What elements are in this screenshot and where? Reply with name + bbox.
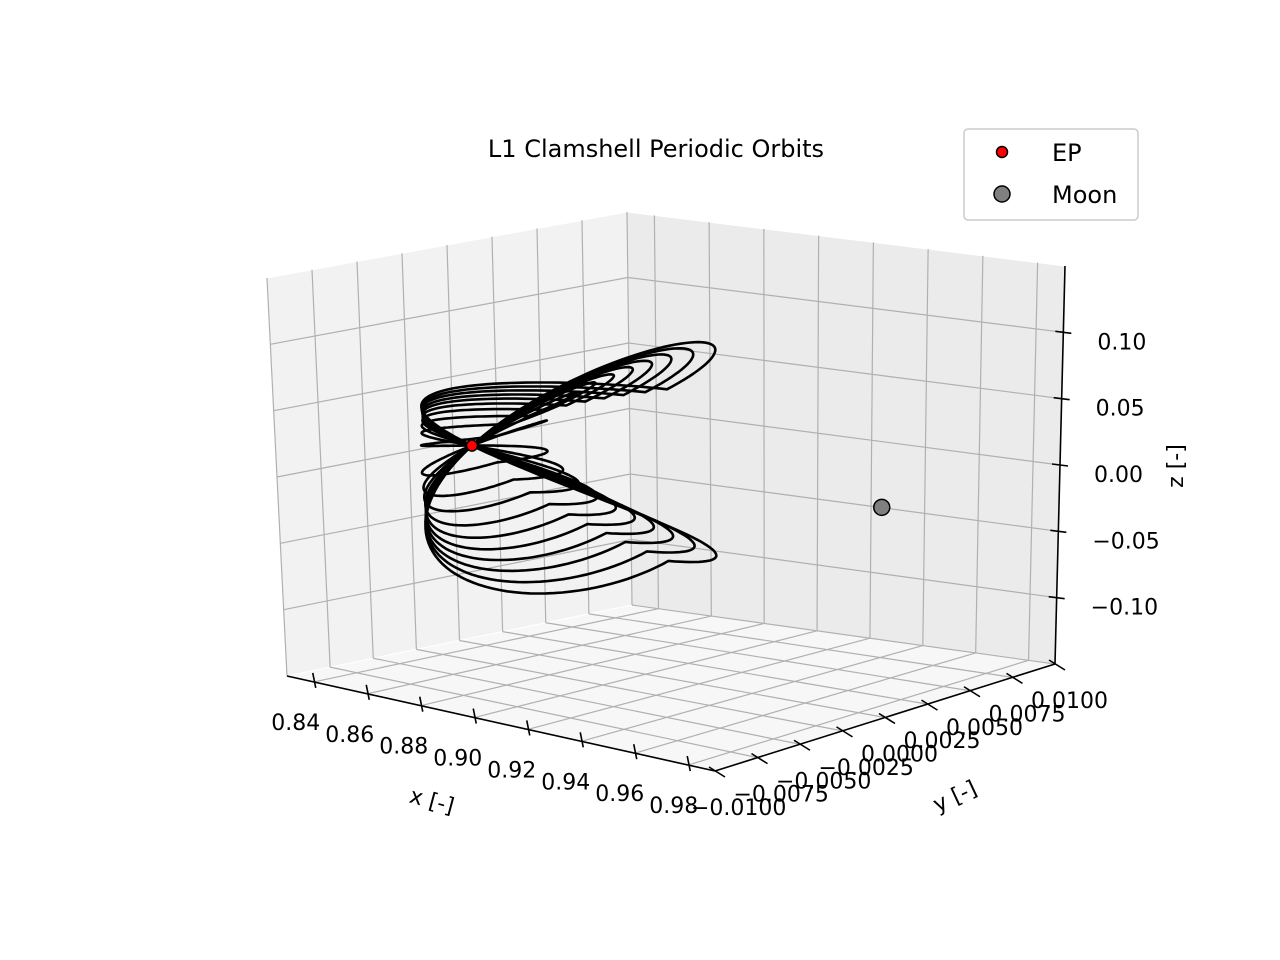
z-grid-line	[628, 342, 1062, 400]
y-grid-line	[459, 639, 886, 719]
pane-back-x	[626, 211, 1066, 665]
markers	[465, 439, 891, 517]
tick-labels: 0.84 0.86 0.88 0.90 0.92 0.94 0.96 0.98−0.0100−…	[271, 330, 1159, 821]
z-grid-line	[273, 342, 629, 412]
x-tick-label: 0.90	[433, 747, 482, 772]
x-tick	[365, 684, 371, 700]
x-tick	[311, 672, 317, 689]
moon-marker	[873, 498, 891, 517]
y-tick-label: −0.0075	[734, 783, 829, 808]
z-tick	[1051, 463, 1069, 467]
z-tick-label: −0.10	[1091, 596, 1158, 621]
z-grid-line	[631, 538, 1057, 599]
legend-moon-label: Moon	[1052, 181, 1117, 209]
y-tick	[1048, 659, 1066, 671]
y-tick	[921, 699, 938, 711]
x-tick-label: 0.98	[649, 794, 698, 819]
y-tick-label: 0.0050	[946, 716, 1023, 741]
z-tick-label: 0.00	[1094, 463, 1143, 488]
legend-moon-marker	[993, 185, 1011, 203]
y-tick-label: −0.0100	[691, 796, 786, 821]
x-tick	[579, 732, 585, 748]
x-axis-line	[286, 675, 716, 772]
x-tick	[418, 696, 424, 712]
y-tick	[1006, 672, 1023, 685]
z-grid-line	[630, 473, 1059, 532]
y-grid-line	[631, 604, 1056, 665]
x-tick	[686, 755, 692, 772]
x-tick	[472, 708, 478, 724]
y-tick-label: 0.0075	[989, 702, 1066, 727]
y-grid-line	[373, 657, 801, 745]
z-tick-label: 0.10	[1097, 330, 1146, 355]
chart-title: L1 Clamshell Periodic Orbits	[488, 135, 824, 163]
z-tick-label: −0.05	[1092, 529, 1159, 554]
z-tick	[1050, 529, 1067, 534]
y-grid-line	[588, 613, 1013, 678]
y-tick-label: −0.0050	[776, 769, 871, 794]
y-tick	[751, 752, 768, 765]
y-grid-line	[330, 666, 758, 759]
x-tick-label: 0.84	[271, 711, 320, 736]
x-tick	[525, 720, 531, 736]
x-tick-label: 0.88	[379, 735, 428, 760]
x-tick-label: 0.96	[595, 782, 644, 807]
x-tick-label: 0.94	[541, 770, 590, 795]
legend-ep-marker	[995, 145, 1009, 159]
x-tick-label: 0.86	[325, 723, 374, 748]
y-tick-label: −0.0025	[819, 756, 914, 781]
y-tick	[708, 766, 726, 778]
y-tick	[793, 739, 811, 751]
y-grid-line	[502, 631, 928, 705]
y-tick-label: 0.0025	[904, 729, 981, 754]
x-tick-label: 0.92	[487, 758, 536, 783]
legend: EP Moon	[963, 128, 1139, 221]
z-tick	[1053, 396, 1070, 401]
z-axis-label: z [-]	[1164, 444, 1189, 488]
y-tick	[963, 686, 981, 698]
y-tick	[836, 726, 853, 738]
z-grid-line	[627, 276, 1064, 333]
y-tick-label: 0.0000	[861, 743, 938, 768]
z-grid-line	[629, 407, 1061, 466]
z-tick	[1055, 330, 1072, 335]
legend-ep-label: EP	[1052, 139, 1082, 167]
y-tick	[878, 712, 896, 725]
axis-lines	[286, 265, 1072, 778]
z-tick-label: 0.05	[1096, 397, 1145, 422]
x-tick	[632, 744, 638, 760]
z-tick	[1048, 595, 1065, 600]
z-grid-line	[270, 276, 628, 345]
ep-marker	[465, 439, 479, 452]
y-tick-label: 0.0100	[1031, 689, 1108, 714]
y-grid-line	[416, 648, 843, 732]
y-grid-line	[545, 622, 971, 692]
